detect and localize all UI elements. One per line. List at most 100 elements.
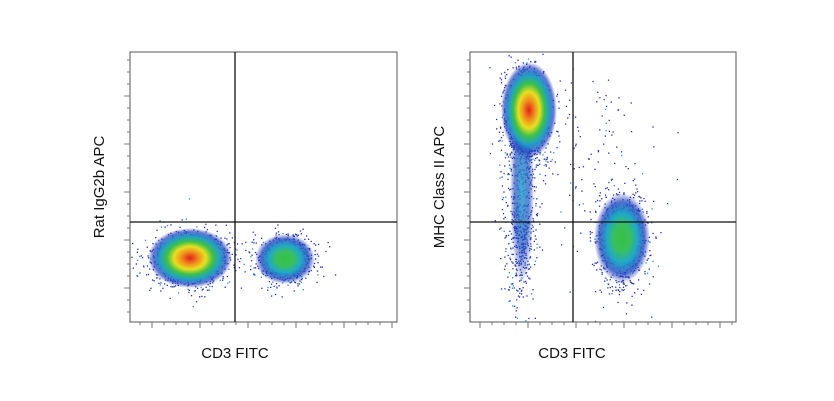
- event-dot: [187, 288, 189, 290]
- event-dot: [539, 246, 541, 248]
- event-dot: [209, 285, 211, 288]
- event-dot: [228, 242, 230, 245]
- event-dot: [625, 313, 628, 315]
- event-dot: [503, 268, 506, 270]
- event-dot: [500, 149, 503, 151]
- event-dot: [275, 232, 278, 234]
- event-dot: [275, 283, 278, 285]
- event-dot: [595, 262, 598, 264]
- event-dot: [145, 274, 148, 276]
- event-dot: [313, 243, 315, 245]
- event-dot: [178, 292, 180, 294]
- event-dot: [500, 137, 503, 139]
- event-dot: [604, 280, 606, 282]
- event-dot: [536, 198, 538, 200]
- event-dot: [514, 275, 517, 277]
- event-dot: [573, 168, 575, 170]
- event-dot: [519, 288, 521, 290]
- event-dot: [652, 232, 654, 235]
- event-dot: [527, 58, 530, 60]
- event-dot: [512, 285, 514, 287]
- event-dot: [666, 203, 669, 205]
- event-dot: [505, 248, 507, 250]
- event-dot: [494, 220, 496, 222]
- event-dot: [584, 210, 586, 212]
- axis-ticks: [124, 59, 733, 328]
- event-dot: [558, 107, 560, 109]
- event-dot: [233, 264, 235, 266]
- event-dot: [489, 152, 491, 155]
- event-dot: [595, 201, 597, 203]
- event-dot: [512, 283, 514, 285]
- event-dot: [528, 317, 530, 320]
- event-dot: [534, 235, 536, 237]
- event-dot: [633, 283, 635, 285]
- event-dot: [623, 282, 625, 284]
- event-dot: [507, 204, 509, 207]
- event-dot: [329, 246, 331, 248]
- event-dot: [632, 180, 634, 182]
- event-dot: [541, 203, 543, 205]
- event-dot: [576, 250, 578, 253]
- event-dot: [545, 160, 547, 162]
- event-dot: [529, 278, 531, 280]
- event-dot: [274, 227, 277, 229]
- event-dot: [136, 251, 138, 253]
- event-dot: [591, 263, 594, 265]
- event-dot: [536, 212, 539, 215]
- event-dot: [640, 197, 642, 199]
- event-dot: [493, 104, 496, 107]
- event-dot: [314, 258, 317, 260]
- event-dot: [325, 250, 327, 253]
- event-dot: [608, 293, 611, 295]
- event-dot: [153, 280, 155, 282]
- event-dot: [505, 250, 507, 253]
- event-dot: [499, 126, 502, 128]
- event-dot: [500, 127, 502, 129]
- event-dot: [556, 146, 558, 149]
- event-dot: [508, 300, 510, 303]
- event-dot: [319, 266, 322, 268]
- event-dot: [613, 185, 615, 187]
- event-dot: [499, 164, 501, 166]
- event-dot: [655, 237, 657, 239]
- event-dot: [641, 200, 643, 202]
- event-dot: [564, 227, 566, 229]
- event-dot: [557, 173, 559, 176]
- event-dot: [226, 238, 228, 240]
- event-dot: [531, 293, 533, 295]
- event-dot: [647, 258, 649, 260]
- event-dot: [550, 151, 552, 153]
- event-dot: [568, 113, 571, 116]
- event-dot: [556, 130, 558, 132]
- event-dot: [270, 283, 273, 285]
- event-dot: [506, 154, 508, 156]
- event-dot: [536, 257, 538, 259]
- event-dot: [515, 274, 518, 276]
- event-dot: [192, 306, 194, 308]
- event-dot: [536, 157, 538, 159]
- event-dot: [610, 179, 612, 181]
- event-dot: [606, 279, 608, 281]
- event-dot: [611, 286, 613, 288]
- event-dot: [255, 267, 257, 269]
- event-dot: [501, 198, 504, 201]
- event-dot: [525, 282, 527, 284]
- event-dot: [316, 253, 319, 255]
- event-dot: [248, 251, 250, 253]
- event-dot: [579, 136, 581, 138]
- event-dot: [546, 158, 548, 160]
- event-dot: [625, 285, 627, 287]
- event-dot: [522, 296, 524, 298]
- event-dot: [505, 196, 507, 198]
- event-dot: [508, 55, 510, 57]
- event-dot: [648, 283, 651, 285]
- event-dot: [582, 166, 585, 168]
- event-dot: [300, 233, 302, 235]
- event-dot: [601, 115, 603, 117]
- event-dot: [136, 275, 139, 277]
- event-dot: [592, 80, 594, 83]
- event-dot: [314, 254, 316, 256]
- event-dot: [305, 277, 307, 279]
- event-dot: [653, 146, 655, 148]
